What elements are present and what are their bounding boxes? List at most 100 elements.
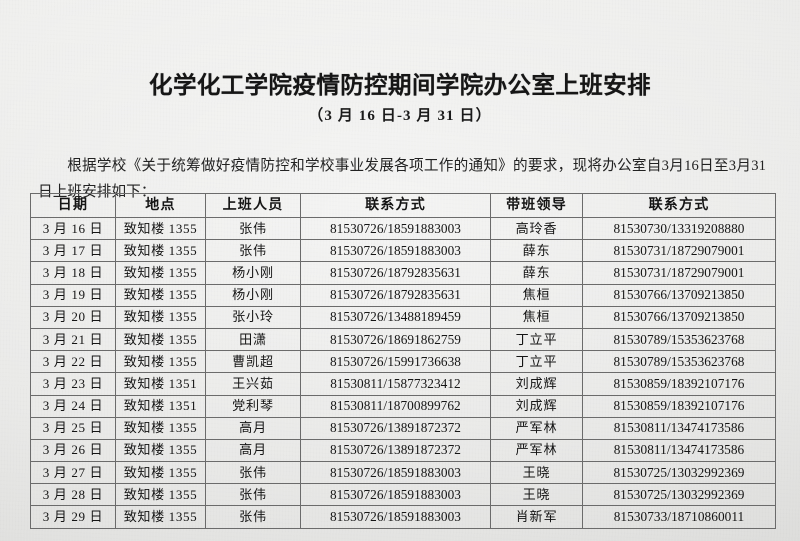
cell-leader: 薛东 (490, 239, 583, 263)
cell-person: 张伟 (205, 505, 301, 529)
cell-leader-phone: 81530725/13032992369 (582, 483, 776, 507)
table-row: 3 月 24 日致知楼 1351 党利琴 81530811/18700899762 刘… (30, 394, 776, 418)
cell-leader: 焦桓 (490, 283, 583, 307)
cell-person: 党利琴 (205, 394, 301, 418)
cell-date: 3 月 28 日 (30, 483, 116, 507)
table-header-row: 日期 地点 上班人员 联系方式 带班领导 联系方式 (30, 193, 776, 218)
cell-date: 3 月 25 日 (30, 416, 116, 440)
column-header-leader-phone: 联系方式 (582, 193, 776, 218)
table-row: 3 月 27 日致知楼 1355 张伟 81530726/18591883003 王晓… (30, 461, 776, 485)
table-row: 3 月 22 日致知楼 1355 曹凯超 81530726/15991736638 丁… (30, 350, 776, 374)
schedule-table: 日期 地点 上班人员 联系方式 带班领导 联系方式 3 月 16 日致知楼 13… (30, 193, 776, 529)
cell-phone: 81530726/18792835631 (300, 283, 491, 307)
table-row: 3 月 18 日致知楼 1355 杨小刚 81530726/18792835631 薛… (30, 261, 776, 285)
cell-leader: 丁立平 (490, 327, 583, 352)
cell-phone: 81530726/13488189459 (300, 305, 491, 329)
cell-phone: 81530726/13891872372 (300, 416, 491, 440)
cell-leader-phone: 81530730/13319208880 (582, 216, 776, 241)
cell-place: 致知楼 1355 (115, 483, 206, 507)
cell-place: 致知楼 1355 (115, 216, 206, 241)
cell-leader-phone: 81530859/18392107176 (582, 394, 776, 418)
cell-person: 王兴茹 (205, 372, 301, 396)
cell-phone: 81530726/18591883003 (300, 239, 491, 263)
cell-leader-phone: 81530766/13709213850 (582, 305, 776, 329)
table-row: 3 月 20 日致知楼 1355 张小玲 81530726/13488189459 焦… (30, 305, 776, 329)
table-row: 3 月 25 日致知楼 1355 高月 81530726/13891872372 严军… (30, 416, 776, 440)
cell-place: 致知楼 1355 (115, 438, 206, 463)
column-header-leader: 带班领导 (490, 193, 583, 218)
cell-place: 致知楼 1355 (115, 261, 206, 285)
page-title: 化学化工学院疫情防控期间学院办公室上班安排 (149, 73, 651, 99)
cell-person: 田潇 (205, 327, 301, 352)
cell-phone: 81530726/18792835631 (300, 261, 491, 285)
column-header-place: 地点 (115, 193, 206, 218)
cell-leader-phone: 81530725/13032992369 (582, 461, 776, 485)
column-header-person: 上班人员 (205, 193, 301, 218)
cell-place: 致知楼 1355 (115, 505, 206, 529)
cell-date: 3 月 24 日 (30, 394, 116, 418)
cell-leader-phone: 81530811/13474173586 (582, 438, 776, 463)
cell-leader: 王晓 (490, 483, 583, 507)
cell-date: 3 月 29 日 (30, 505, 116, 529)
cell-leader: 肖新军 (490, 505, 583, 529)
cell-leader: 刘成辉 (490, 372, 583, 396)
column-header-phone: 联系方式 (300, 193, 491, 218)
cell-leader: 王晓 (490, 461, 583, 485)
cell-leader: 焦桓 (490, 305, 583, 329)
cell-date: 3 月 27 日 (30, 461, 116, 485)
cell-person: 高月 (205, 438, 301, 463)
cell-leader-phone: 81530789/15353623768 (582, 350, 776, 374)
table-row: 3 月 16 日致知楼 1355 张伟 81530726/18591883003 高玲… (30, 216, 776, 241)
cell-leader: 刘成辉 (490, 394, 583, 418)
cell-place: 致知楼 1355 (115, 283, 206, 307)
cell-person: 张伟 (205, 461, 301, 485)
cell-person: 张伟 (205, 216, 301, 241)
cell-leader: 丁立平 (490, 350, 583, 374)
cell-date: 3 月 17 日 (30, 239, 116, 263)
table-row: 3 月 23 日致知楼 1351 王兴茹 81530811/15877323412 刘… (30, 372, 776, 396)
cell-leader-phone: 81530789/15353623768 (582, 327, 776, 352)
cell-phone: 81530726/18591883003 (300, 216, 491, 241)
cell-leader-phone: 81530811/13474173586 (582, 416, 776, 440)
column-header-date: 日期 (30, 193, 116, 218)
cell-place: 致知楼 1355 (115, 239, 206, 263)
cell-leader-phone: 81530766/13709213850 (582, 283, 776, 307)
cell-date: 3 月 21 日 (30, 327, 116, 352)
cell-date: 3 月 23 日 (30, 372, 116, 396)
cell-leader-phone: 81530731/18729079001 (582, 239, 776, 263)
schedule-table-body: 3 月 16 日致知楼 1355 张伟 81530726/18591883003 高玲… (30, 216, 776, 529)
schedule-table-container: 日期 地点 上班人员 联系方式 带班领导 联系方式 3 月 16 日致知楼 13… (30, 193, 776, 529)
cell-leader: 严军林 (490, 438, 583, 463)
cell-person: 杨小刚 (205, 283, 301, 307)
cell-place: 致知楼 1355 (115, 416, 206, 440)
cell-place: 致知楼 1351 (115, 372, 206, 396)
cell-date: 3 月 26 日 (30, 438, 116, 463)
cell-leader: 薛东 (490, 261, 583, 285)
cell-date: 3 月 19 日 (30, 283, 116, 307)
cell-person: 张伟 (205, 483, 301, 507)
cell-person: 曹凯超 (205, 350, 301, 374)
cell-phone: 81530726/18591883003 (300, 483, 491, 507)
table-row: 3 月 17 日致知楼 1355 张伟 81530726/18591883003 薛东… (30, 239, 776, 263)
table-row: 3 月 19 日致知楼 1355 杨小刚 81530726/18792835631 焦… (30, 283, 776, 307)
cell-date: 3 月 22 日 (30, 350, 116, 374)
table-row: 3 月 26 日致知楼 1355 高月 81530726/13891872372 严军… (30, 438, 776, 463)
table-row: 3 月 28 日致知楼 1355 张伟 81530726/18591883003 王晓… (30, 483, 776, 507)
cell-phone: 81530811/18700899762 (300, 394, 491, 418)
cell-leader-phone: 81530733/18710860011 (582, 505, 776, 529)
cell-phone: 81530726/15991736638 (300, 350, 491, 374)
cell-phone: 81530811/15877323412 (300, 372, 491, 396)
cell-person: 高月 (205, 416, 301, 440)
cell-date: 3 月 16 日 (30, 216, 116, 241)
cell-leader-phone: 81530731/18729079001 (582, 261, 776, 285)
table-row: 3 月 21 日致知楼 1355 田潇 81530726/18691862759 丁立… (30, 327, 776, 352)
cell-place: 致知楼 1355 (115, 350, 206, 374)
cell-date: 3 月 20 日 (30, 305, 116, 329)
page-subtitle-date-range: （3 月 16 日-3 月 31 日） (308, 108, 492, 124)
cell-phone: 81530726/13891872372 (300, 438, 491, 463)
cell-phone: 81530726/18691862759 (300, 327, 491, 352)
cell-phone: 81530726/18591883003 (300, 461, 491, 485)
cell-date: 3 月 18 日 (30, 261, 116, 285)
cell-leader: 高玲香 (490, 216, 583, 241)
